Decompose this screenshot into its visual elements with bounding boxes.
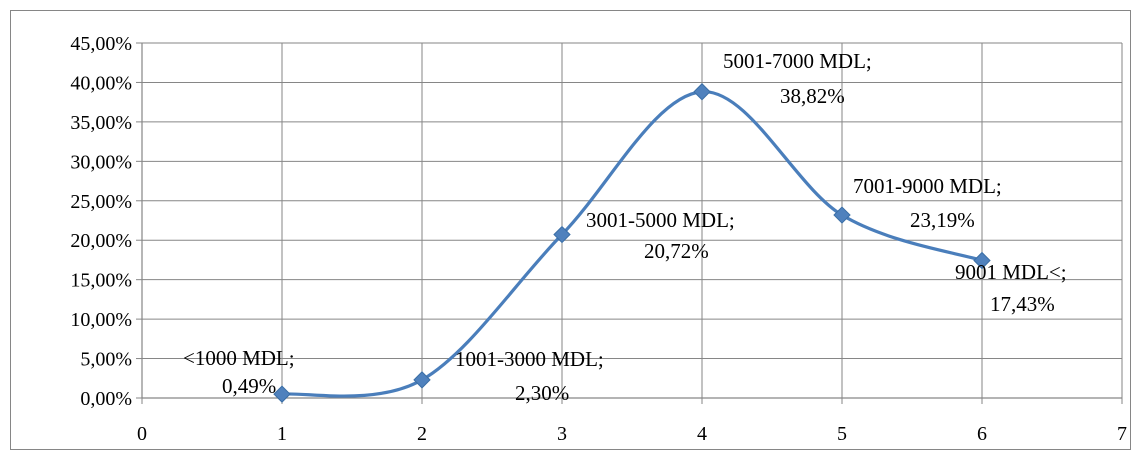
- series-line: [281, 90, 983, 398]
- data-label-value: 0,49%: [222, 374, 276, 398]
- data-label: 1001-3000 MDL; 2,30%: [455, 347, 604, 405]
- y-tick-label: 40,00%: [70, 72, 132, 94]
- data-label: 5001-7000 MDL; 38,82%: [723, 49, 872, 108]
- data-label-category: 1001-3000 MDL;: [455, 347, 604, 371]
- chart-frame: [10, 10, 1131, 450]
- data-label-value: 20,72%: [644, 239, 709, 263]
- data-label-category: 5001-7000 MDL;: [723, 49, 872, 73]
- data-point-marker: [693, 83, 711, 101]
- x-tick-label: 0: [137, 423, 147, 445]
- data-label: 7001-9000 MDL; 23,19%: [853, 174, 1002, 232]
- x-tick-label: 1: [277, 423, 287, 445]
- markers-layer: [273, 83, 991, 403]
- axis-layer: [136, 42, 1123, 404]
- x-tick-label: 2: [417, 423, 427, 445]
- y-tick-label: 5,00%: [80, 349, 132, 371]
- data-point-marker: [273, 385, 291, 403]
- x-tick-label: 4: [697, 423, 707, 445]
- data-point-marker: [413, 371, 431, 389]
- x-tick-label: 6: [977, 423, 987, 445]
- x-tick-label: 5: [837, 423, 847, 445]
- data-label-category: 7001-9000 MDL;: [853, 174, 1002, 198]
- x-tick-label: 3: [557, 423, 567, 445]
- tick-labels: 0,00% 5,00% 10,00% 15,00% 20,00% 25,00% 30,00%…: [70, 33, 1127, 445]
- data-label: 3001-5000 MDL; 20,72%: [586, 208, 735, 263]
- y-tick-label: 45,00%: [70, 33, 132, 55]
- data-label: 9001 MDL<; 17,43%: [955, 260, 1067, 316]
- y-tick-label: 25,00%: [70, 191, 132, 213]
- y-tick-label: 30,00%: [70, 151, 132, 173]
- y-tick-label: 35,00%: [70, 112, 132, 134]
- data-label-value: 2,30%: [515, 381, 569, 405]
- data-labels-layer: <1000 MDL; 0,49% 1001-3000 MDL; 2,30% 3001-5…: [183, 49, 1067, 405]
- y-tick-label: 20,00%: [70, 230, 132, 252]
- x-tick-label: 7: [1117, 423, 1127, 445]
- data-label: <1000 MDL; 0,49%: [183, 346, 295, 398]
- y-tick-label: 15,00%: [70, 270, 132, 292]
- data-point-marker: [553, 225, 571, 244]
- data-label-value: 23,19%: [910, 208, 975, 232]
- data-label-category: 3001-5000 MDL;: [586, 208, 735, 232]
- data-label-category: <1000 MDL;: [183, 346, 295, 370]
- series-line-layer: [281, 90, 983, 398]
- y-tick-label: 0,00%: [80, 388, 132, 410]
- data-point-marker: [833, 206, 851, 224]
- data-label-value: 38,82%: [780, 84, 845, 108]
- data-label-category: 9001 MDL<;: [955, 260, 1067, 284]
- data-label-value: 17,43%: [990, 292, 1055, 316]
- y-tick-label: 10,00%: [70, 309, 132, 331]
- data-point-marker: [973, 251, 991, 270]
